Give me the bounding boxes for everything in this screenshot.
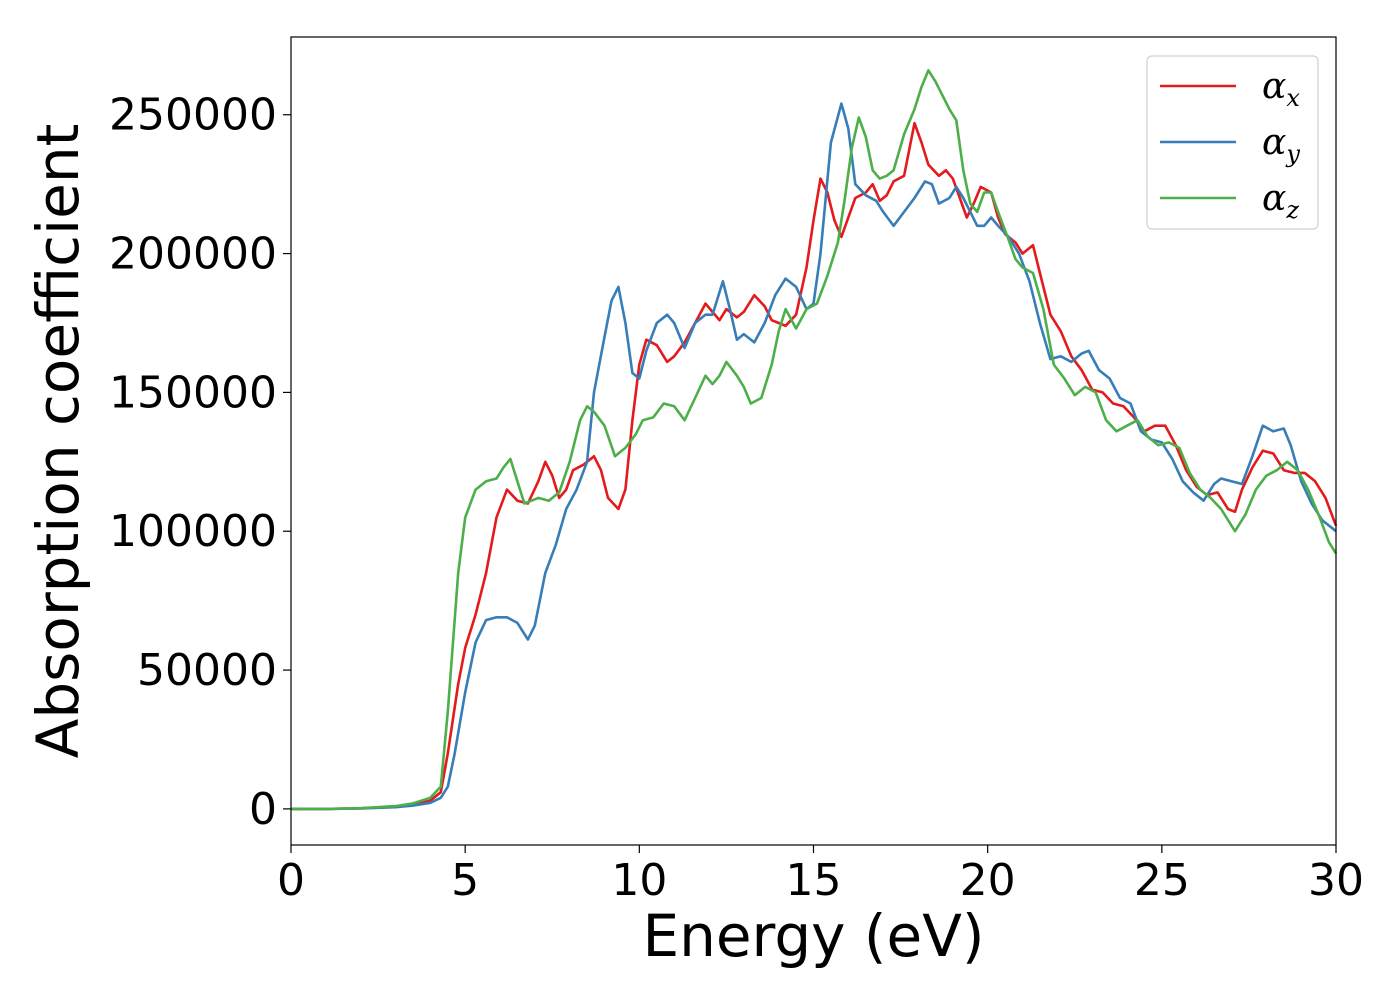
series-line-x: [291, 121, 1338, 811]
series-layer: [291, 69, 1338, 811]
x-tick-label: 10: [611, 855, 667, 906]
x-tick-label: 0: [277, 855, 305, 906]
x-tick-label: 20: [960, 855, 1016, 906]
y-tick-label: 150000: [109, 367, 277, 418]
x-axis-title: Energy (eV): [642, 902, 984, 970]
series-line-y: [291, 102, 1337, 811]
y-tick-label: 50000: [137, 645, 277, 696]
x-tick-label: 5: [451, 855, 479, 906]
y-tick-label: 0: [249, 784, 277, 835]
y-axis-ticks: 0 50000 100000 150000 200000 250000: [109, 90, 291, 835]
y-tick-label: 200000: [109, 229, 277, 280]
y-axis-title: Absorption coefficient: [24, 124, 92, 759]
y-tick-label: 250000: [109, 90, 277, 141]
y-tick-label: 100000: [109, 506, 277, 557]
x-tick-label: 30: [1308, 855, 1364, 906]
x-tick-label: 15: [786, 855, 842, 906]
x-axis-ticks: 0 5 10 15 20 25 30: [277, 845, 1364, 906]
series-line-z: [291, 69, 1338, 811]
x-tick-label: 25: [1134, 855, 1190, 906]
